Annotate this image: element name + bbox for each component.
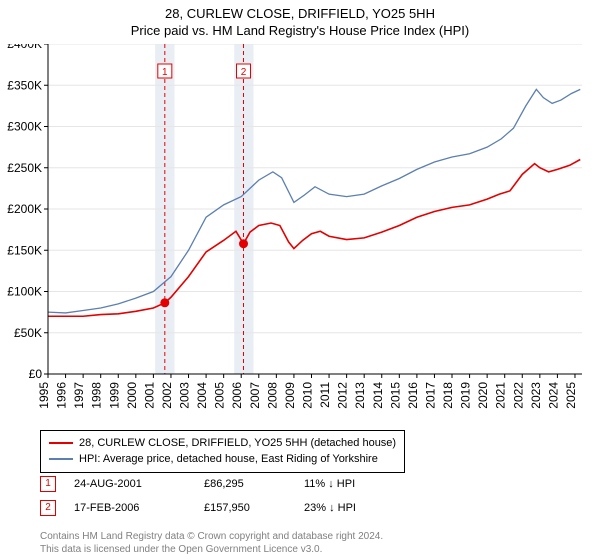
chart-container: £0 £50K £100K £150K £200K £250K £300K £350K £400… xyxy=(0,44,600,429)
svg-text:2024: 2024 xyxy=(546,382,560,409)
title-line-2: Price paid vs. HM Land Registry's House … xyxy=(0,23,600,38)
svg-text:2000: 2000 xyxy=(125,382,139,409)
sale-entry-1: 1 24-AUG-2001 £86,295 11% ↓ HPI xyxy=(40,476,404,492)
sale-date: 17-FEB-2006 xyxy=(74,502,204,514)
svg-text:2009: 2009 xyxy=(283,382,297,409)
footnote: Contains HM Land Registry data © Crown c… xyxy=(40,530,383,556)
svg-text:2016: 2016 xyxy=(406,382,420,409)
svg-text:£350K: £350K xyxy=(7,78,42,92)
footnote-line-2: This data is licensed under the Open Gov… xyxy=(40,544,322,555)
svg-text:2004: 2004 xyxy=(195,382,209,409)
svg-text:2018: 2018 xyxy=(441,382,455,409)
svg-text:£300K: £300K xyxy=(7,120,42,134)
svg-text:£150K: £150K xyxy=(7,243,42,257)
footnote-line-1: Contains HM Land Registry data © Crown c… xyxy=(40,531,383,542)
sale-date: 24-AUG-2001 xyxy=(74,478,204,490)
svg-text:2017: 2017 xyxy=(423,382,437,409)
svg-text:2011: 2011 xyxy=(318,382,332,408)
legend-item: 28, CURLEW CLOSE, DRIFFIELD, YO25 5HH (d… xyxy=(49,435,396,451)
legend-swatch xyxy=(49,442,73,444)
svg-text:2008: 2008 xyxy=(265,382,279,409)
svg-text:2023: 2023 xyxy=(529,382,543,409)
legend: 28, CURLEW CLOSE, DRIFFIELD, YO25 5HH (d… xyxy=(40,430,405,473)
svg-text:2010: 2010 xyxy=(300,382,314,409)
svg-text:£50K: £50K xyxy=(14,326,42,340)
svg-text:2020: 2020 xyxy=(476,382,490,409)
svg-text:2003: 2003 xyxy=(178,382,192,409)
svg-text:1996: 1996 xyxy=(55,382,69,409)
svg-text:1998: 1998 xyxy=(90,382,104,409)
line-chart: £0 £50K £100K £150K £200K £250K £300K £350K £400… xyxy=(0,44,600,429)
sale-diff: 23% ↓ HPI xyxy=(304,502,404,514)
sale-price: £157,950 xyxy=(204,502,304,514)
svg-text:2: 2 xyxy=(241,67,247,78)
legend-label: HPI: Average price, detached house, East… xyxy=(79,451,378,467)
svg-text:2007: 2007 xyxy=(248,382,262,409)
sale-badge: 2 xyxy=(40,500,56,516)
sale-price: £86,295 xyxy=(204,478,304,490)
svg-text:2015: 2015 xyxy=(388,382,402,409)
svg-text:2002: 2002 xyxy=(160,382,174,409)
legend-item: HPI: Average price, detached house, East… xyxy=(49,451,396,467)
legend-label: 28, CURLEW CLOSE, DRIFFIELD, YO25 5HH (d… xyxy=(79,435,396,451)
svg-text:2005: 2005 xyxy=(213,382,227,409)
sale-entry-2: 2 17-FEB-2006 £157,950 23% ↓ HPI xyxy=(40,500,404,516)
legend-swatch xyxy=(49,458,73,460)
svg-text:£200K: £200K xyxy=(7,202,42,216)
svg-text:2006: 2006 xyxy=(230,382,244,409)
svg-text:£0: £0 xyxy=(29,367,43,381)
svg-text:2025: 2025 xyxy=(564,382,578,409)
svg-text:£100K: £100K xyxy=(7,285,42,299)
svg-text:£250K: £250K xyxy=(7,161,42,175)
svg-text:2021: 2021 xyxy=(494,382,508,409)
svg-text:2012: 2012 xyxy=(336,382,350,409)
svg-text:1: 1 xyxy=(162,67,168,78)
svg-text:2014: 2014 xyxy=(371,382,385,409)
svg-text:2022: 2022 xyxy=(511,382,525,409)
svg-text:2001: 2001 xyxy=(142,382,156,409)
svg-text:1999: 1999 xyxy=(107,382,121,409)
svg-text:1995: 1995 xyxy=(37,382,51,409)
svg-text:2013: 2013 xyxy=(353,382,367,409)
svg-text:2019: 2019 xyxy=(459,382,473,409)
sale-badge: 1 xyxy=(40,476,56,492)
title-line-1: 28, CURLEW CLOSE, DRIFFIELD, YO25 5HH xyxy=(0,6,600,21)
svg-text:£400K: £400K xyxy=(7,44,42,51)
chart-titles: 28, CURLEW CLOSE, DRIFFIELD, YO25 5HH Pr… xyxy=(0,0,600,38)
sale-diff: 11% ↓ HPI xyxy=(304,478,404,490)
svg-text:1997: 1997 xyxy=(72,382,86,409)
